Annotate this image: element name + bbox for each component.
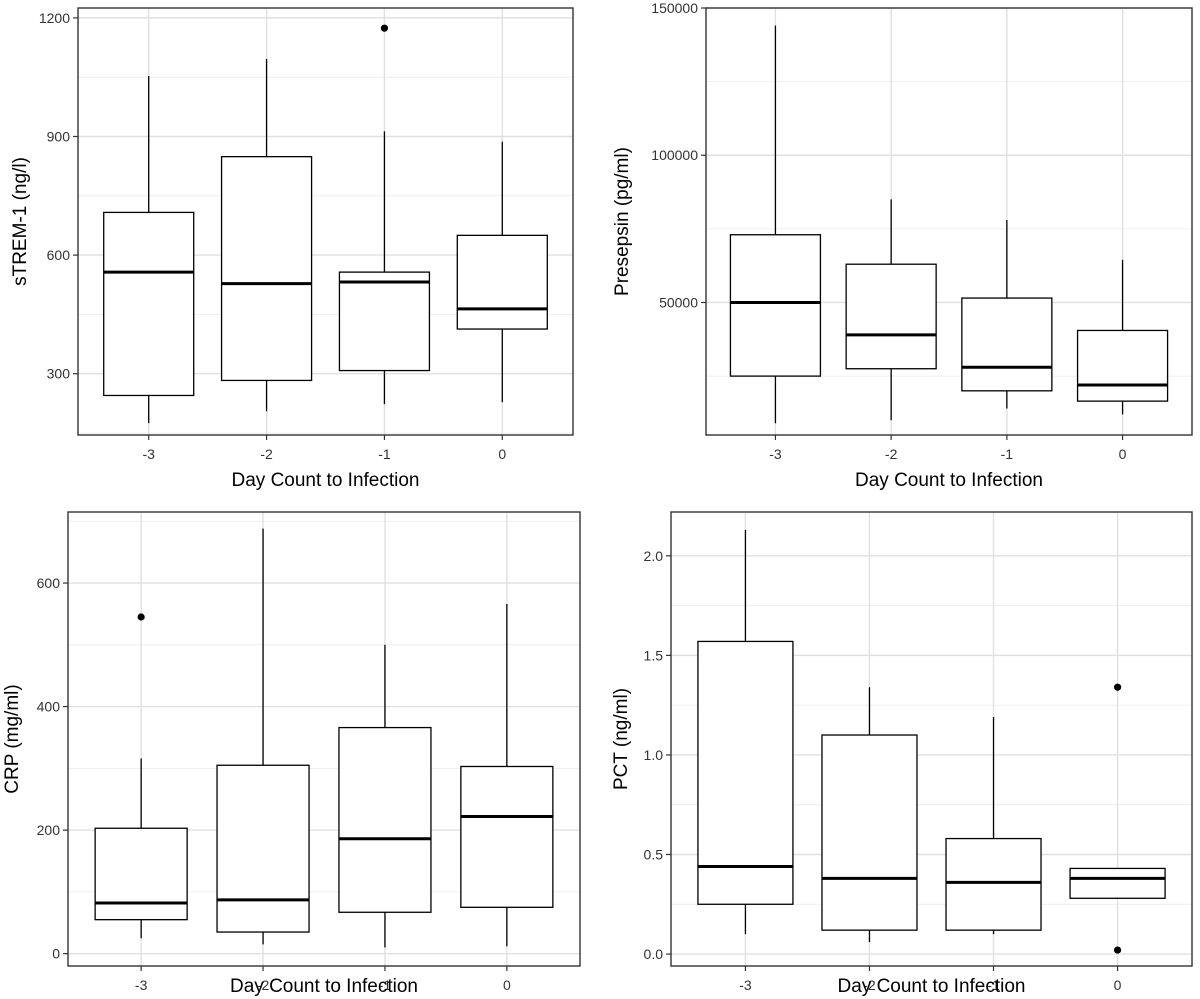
box-iqr xyxy=(94,827,188,921)
x-tick-label: -2 xyxy=(885,446,898,462)
box-0 xyxy=(456,141,548,403)
y-axis-title: CRP (mg/ml) xyxy=(2,684,23,793)
x-tick-label: -2 xyxy=(257,977,270,993)
y-tick-label: 0.5 xyxy=(644,846,664,862)
outlier-point xyxy=(380,24,389,32)
box-iqr xyxy=(961,297,1053,392)
box--3 xyxy=(94,613,188,939)
box--3 xyxy=(103,76,195,424)
box--2 xyxy=(216,528,310,945)
y-tick-label: 150000 xyxy=(651,0,698,16)
panel-strem1: 300 600 900 1200 -3 -2 -1 0 Day Count to Infecti… xyxy=(10,7,574,491)
box-iqr xyxy=(821,734,918,931)
x-tick-label: -1 xyxy=(378,446,391,462)
box-iqr xyxy=(697,640,794,905)
y-axis-title: PCT (ng/ml) xyxy=(611,688,632,790)
y-tick-label: 200 xyxy=(37,822,61,838)
box-iqr xyxy=(456,234,548,330)
x-tick-label: -3 xyxy=(135,977,148,993)
box--3 xyxy=(729,25,822,424)
box-iqr xyxy=(945,837,1042,931)
box-iqr xyxy=(220,156,313,382)
y-tick-label: 1.0 xyxy=(644,747,664,763)
box-0 xyxy=(1069,683,1166,954)
box--2 xyxy=(220,59,313,412)
x-axis-title: Day Count to Infection xyxy=(855,470,1043,491)
panel-pct: 0.0 0.5 1.0 1.5 2.0 -3 -2 -1 0 Day Count to Infec… xyxy=(611,511,1193,997)
panel-crp: 0 200 400 600 -3 -2 -1 0 Day Count to Infection C… xyxy=(2,511,581,997)
x-axis-title: Day Count to Infection xyxy=(230,976,418,997)
box-iqr xyxy=(845,263,937,370)
x-tick-label: 0 xyxy=(498,446,506,462)
x-tick-label: -3 xyxy=(769,446,782,462)
box--1 xyxy=(961,220,1053,409)
y-tick-label: 300 xyxy=(47,366,71,382)
y-tick-label: 1200 xyxy=(39,10,70,26)
panel-border xyxy=(67,511,581,967)
outlier-point xyxy=(1113,946,1122,954)
panel-border xyxy=(77,7,574,436)
box-iqr xyxy=(338,726,432,913)
box-iqr xyxy=(338,271,431,372)
y-axis-title: sTREM-1 (ng/l) xyxy=(10,157,31,286)
y-tick-label: 600 xyxy=(37,575,61,591)
box-iqr xyxy=(460,765,554,908)
x-tick-label: -1 xyxy=(1001,446,1014,462)
y-tick-label: 900 xyxy=(47,128,71,144)
y-tick-label: 1.5 xyxy=(644,647,664,663)
box-iqr xyxy=(216,764,310,933)
y-tick-label: 400 xyxy=(37,699,61,715)
x-tick-label: 0 xyxy=(503,977,511,993)
box--1 xyxy=(338,644,432,948)
x-tick-label: 0 xyxy=(1114,977,1122,993)
y-tick-label: 0.0 xyxy=(644,946,664,962)
x-axis-title: Day Count to Infection xyxy=(232,470,420,491)
panel-presepsin: 50000 100000 150000 -3 -2 -1 0 Day Count to Inf… xyxy=(612,0,1193,491)
box--2 xyxy=(845,199,937,421)
y-tick-label: 0 xyxy=(52,946,60,962)
y-tick-label: 100000 xyxy=(651,147,698,163)
box-iqr xyxy=(1069,867,1166,899)
x-tick-label: -3 xyxy=(739,977,752,993)
x-tick-label: -2 xyxy=(260,446,273,462)
box-iqr xyxy=(103,211,195,397)
box-0 xyxy=(460,604,554,947)
box--3 xyxy=(697,529,794,935)
y-tick-label: 600 xyxy=(47,247,71,263)
box--1 xyxy=(945,717,1042,935)
box-iqr xyxy=(1076,329,1169,402)
panel-border xyxy=(705,7,1193,436)
outlier-point xyxy=(137,613,145,621)
outlier-point xyxy=(1113,683,1122,691)
x-tick-label: -1 xyxy=(987,977,1000,993)
x-axis-title: Day Count to Infection xyxy=(838,976,1026,997)
x-tick-label: -2 xyxy=(863,977,876,993)
x-tick-label: -1 xyxy=(379,977,392,993)
x-tick-label: -3 xyxy=(142,446,155,462)
x-tick-label: 0 xyxy=(1119,446,1127,462)
panel-border xyxy=(670,511,1193,967)
y-tick-label: 2.0 xyxy=(644,548,664,564)
y-tick-label: 50000 xyxy=(659,294,698,310)
box--1 xyxy=(338,24,431,405)
box-iqr xyxy=(729,234,822,377)
box--2 xyxy=(821,687,918,943)
y-axis-title: Presepsin (pg/ml) xyxy=(612,147,633,296)
box-0 xyxy=(1076,259,1169,415)
